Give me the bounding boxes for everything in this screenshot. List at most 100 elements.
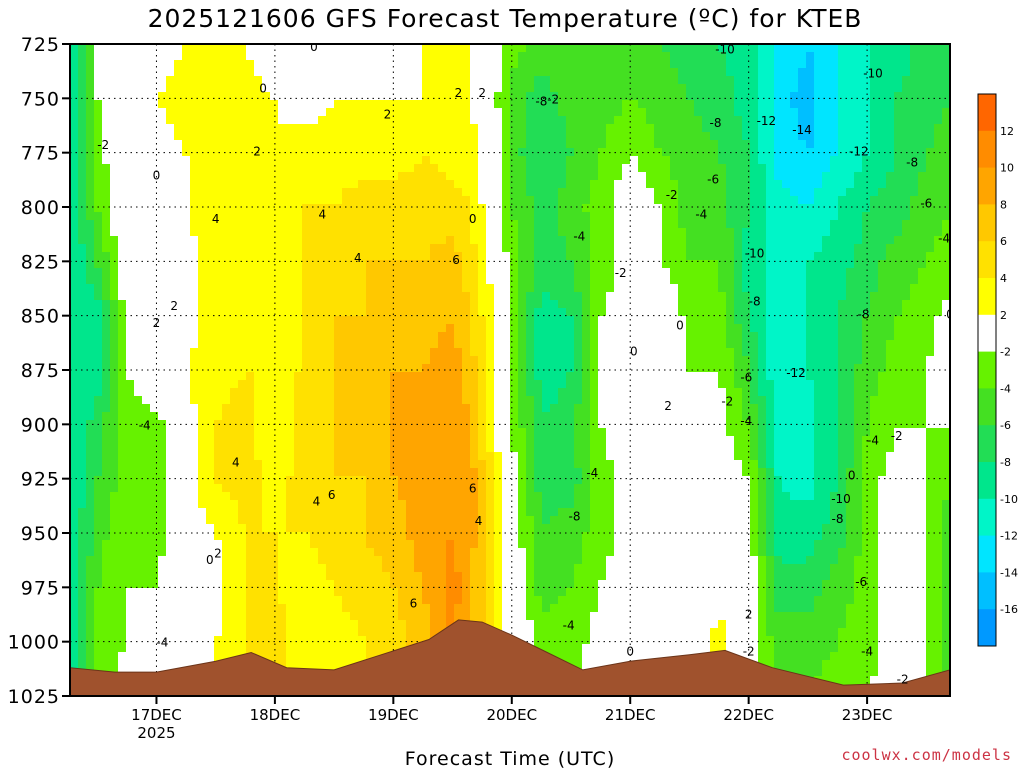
- temperature-cell: [358, 268, 367, 277]
- temperature-cell: [454, 132, 463, 141]
- temperature-cell: [366, 276, 375, 285]
- temperature-cell: [78, 324, 87, 333]
- temperature-cell: [110, 404, 119, 413]
- temperature-cell: [878, 340, 887, 349]
- temperature-cell: [750, 100, 759, 109]
- temperature-cell: [358, 84, 367, 93]
- temperature-cell: [566, 220, 575, 229]
- temperature-cell: [646, 372, 655, 381]
- temperature-cell: [550, 220, 559, 229]
- temperature-cell: [478, 188, 487, 197]
- temperature-cell: [870, 372, 879, 381]
- temperature-cell: [774, 388, 783, 397]
- temperature-cell: [742, 284, 751, 293]
- temperature-cell: [294, 52, 303, 61]
- temperature-cell: [214, 196, 223, 205]
- temperature-cell: [558, 100, 567, 109]
- temperature-cell: [718, 156, 727, 165]
- temperature-cell: [326, 284, 335, 293]
- temperature-cell: [182, 260, 191, 269]
- temperature-cell: [630, 268, 639, 277]
- temperature-cell: [854, 396, 863, 405]
- temperature-cell: [902, 204, 911, 213]
- temperature-cell: [742, 140, 751, 149]
- temperature-cell: [134, 308, 143, 317]
- temperature-cell: [686, 348, 695, 357]
- temperature-cell: [910, 180, 919, 189]
- temperature-cell: [158, 236, 167, 245]
- temperature-cell: [318, 180, 327, 189]
- temperature-cell: [350, 164, 359, 173]
- temperature-cell: [358, 348, 367, 357]
- temperature-cell: [598, 44, 607, 53]
- temperature-cell: [718, 300, 727, 309]
- temperature-cell: [526, 260, 535, 269]
- temperature-cell: [566, 180, 575, 189]
- temperature-cell: [734, 84, 743, 93]
- temperature-cell: [150, 76, 159, 85]
- temperature-cell: [158, 196, 167, 205]
- temperature-cell: [302, 372, 311, 381]
- temperature-cell: [518, 76, 527, 85]
- temperature-cell: [374, 340, 383, 349]
- temperature-cell: [286, 60, 295, 69]
- temperature-cell: [214, 292, 223, 301]
- temperature-cell: [918, 300, 927, 309]
- temperature-cell: [462, 348, 471, 357]
- temperature-cell: [686, 356, 695, 365]
- temperature-cell: [814, 276, 823, 285]
- temperature-cell: [198, 388, 207, 397]
- temperature-cell: [222, 52, 231, 61]
- temperature-cell: [782, 196, 791, 205]
- temperature-cell: [302, 404, 311, 413]
- temperature-cell: [270, 100, 279, 109]
- temperature-cell: [150, 380, 159, 389]
- temperature-cell: [382, 300, 391, 309]
- temperature-cell: [422, 348, 431, 357]
- temperature-cell: [94, 252, 103, 261]
- temperature-cell: [198, 68, 207, 77]
- temperature-cell: [534, 292, 543, 301]
- temperature-cell: [286, 140, 295, 149]
- temperature-cell: [294, 372, 303, 381]
- temperature-cell: [726, 84, 735, 93]
- temperature-cell: [614, 140, 623, 149]
- temperature-cell: [854, 44, 863, 53]
- temperature-cell: [462, 116, 471, 125]
- temperature-cell: [606, 228, 615, 237]
- temperature-cell: [294, 124, 303, 133]
- temperature-cell: [702, 276, 711, 285]
- temperature-cell: [622, 60, 631, 69]
- temperature-cell: [254, 204, 263, 213]
- temperature-cell: [358, 92, 367, 101]
- temperature-cell: [102, 148, 111, 157]
- temperature-cell: [302, 140, 311, 149]
- temperature-cell: [614, 284, 623, 293]
- temperature-cell: [510, 76, 519, 85]
- temperature-cell: [310, 140, 319, 149]
- temperature-cell: [190, 404, 199, 413]
- temperature-cell: [862, 140, 871, 149]
- temperature-cell: [446, 132, 455, 141]
- temperature-cell: [142, 188, 151, 197]
- temperature-cell: [798, 172, 807, 181]
- temperature-cell: [614, 84, 623, 93]
- temperature-cell: [126, 276, 135, 285]
- temperature-cell: [822, 268, 831, 277]
- temperature-cell: [686, 100, 695, 109]
- temperature-cell: [294, 348, 303, 357]
- temperature-cell: [918, 108, 927, 117]
- temperature-cell: [70, 180, 79, 189]
- temperature-cell: [382, 372, 391, 381]
- temperature-cell: [150, 268, 159, 277]
- temperature-cell: [606, 180, 615, 189]
- temperature-cell: [358, 76, 367, 85]
- temperature-cell: [590, 252, 599, 261]
- temperature-cell: [446, 292, 455, 301]
- temperature-cell: [942, 324, 950, 333]
- temperature-cell: [774, 292, 783, 301]
- temperature-cell: [638, 308, 647, 317]
- temperature-cell: [286, 156, 295, 165]
- temperature-cell: [574, 268, 583, 277]
- temperature-cell: [758, 364, 767, 373]
